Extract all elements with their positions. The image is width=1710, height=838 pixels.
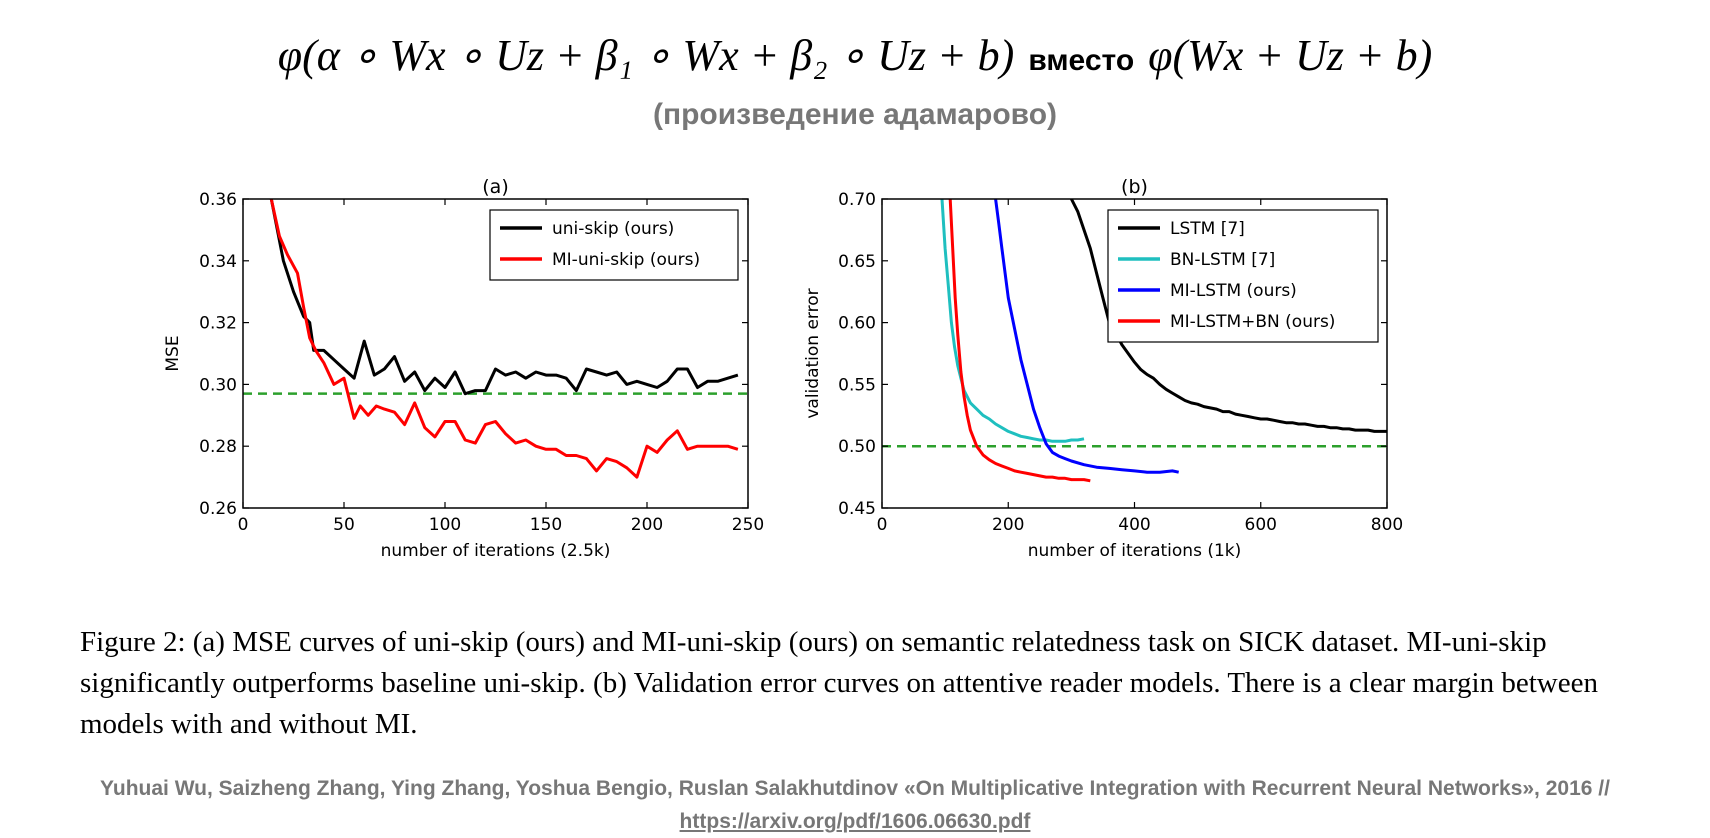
legend: LSTM [7] BN-LSTM [7] MI-LSTM (ours) MI-LSTM… (1107, 209, 1379, 343)
legend-label-2: BN-LSTM [7] (1170, 250, 1275, 270)
formula-left: φ(α ∘ Wx ∘ Uz + β₁ ∘ Wx + β₂ ∘ Uz + b) (277, 31, 1015, 80)
series-line-2 (269, 199, 739, 479)
series-line-2 (940, 199, 1085, 443)
citation: Yuhuai Wu, Saizheng Zhang, Ying Zhang, Y… (0, 772, 1710, 838)
y-tick-label: 0.45 (838, 499, 876, 519)
legend-label-4: MI-LSTM+BN (ours) (1170, 312, 1335, 332)
x-tick-label: 100 (429, 515, 461, 535)
formula-right: φ(Wx + Uz + b) (1148, 31, 1433, 80)
series-line-1 (269, 199, 739, 396)
citation-text: Yuhuai Wu, Saizheng Zhang, Ying Zhang, Y… (100, 777, 1610, 800)
figure-charts: (a) 0 50 100 150 200 250 0.26 0.28 0.30 0.32 0.34 0.… (163, 176, 1403, 561)
y-tick-label: 0.50 (838, 437, 876, 457)
plot-frame (242, 198, 749, 509)
legend-box (489, 209, 739, 281)
y-tick-label: 0.55 (838, 375, 876, 395)
chart-b: (b) 0 200 400 600 800 0.45 0.50 0.55 0.60 0.65 0.70… (803, 176, 1403, 561)
y-tick-label: 0.26 (199, 499, 237, 519)
x-axis-label: number of iterations (1k) (1028, 541, 1242, 561)
y-tick-label: 0.30 (199, 375, 237, 395)
series-line-4 (948, 199, 1091, 483)
x-tick-label: 0 (877, 515, 888, 535)
legend-label-3: MI-LSTM (ours) (1170, 281, 1297, 301)
formula: φ(α ∘ Wx ∘ Uz + β₁ ∘ Wx + β₂ ∘ Uz + b) вм… (0, 30, 1710, 81)
x-tick-label: 200 (992, 515, 1024, 535)
series-line-3 (994, 199, 1180, 474)
legend-label-1: LSTM [7] (1170, 219, 1245, 239)
y-tick-label: 0.28 (199, 437, 237, 457)
formula-word: вместо (1028, 44, 1135, 77)
x-tick-label: 250 (732, 515, 764, 535)
x-axis-label: number of iterations (2.5k) (381, 541, 611, 561)
chart-a: (a) 0 50 100 150 200 250 0.26 0.28 0.30 0.32 0.34 0.… (163, 176, 764, 561)
x-tick-label: 150 (530, 515, 562, 535)
x-tick-label: 50 (333, 515, 355, 535)
x-tick-label: 200 (631, 515, 663, 535)
y-tick-label: 0.65 (838, 252, 876, 272)
citation-link[interactable]: https://arxiv.org/pdf/1606.06630.pdf (679, 810, 1031, 833)
y-tick-label: 0.32 (199, 314, 237, 334)
legend-label-1: uni-skip (ours) (552, 219, 674, 239)
series-line-1 (1070, 199, 1387, 433)
y-axis-label: MSE (163, 335, 183, 371)
x-tick-label: 800 (1371, 515, 1403, 535)
chart-title: (b) (1121, 176, 1148, 198)
chart-title: (a) (482, 176, 508, 198)
y-tick-label: 0.70 (838, 190, 876, 210)
subtitle: (произведение адамарово) (652, 98, 1058, 131)
legend-label-2: MI-uni-skip (ours) (552, 250, 700, 270)
figure-caption: Figure 2: (a) MSE curves of uni-skip (ou… (80, 626, 1598, 740)
x-tick-label: 600 (1245, 515, 1277, 535)
series-group (269, 199, 739, 479)
y-tick-label: 0.34 (199, 252, 237, 272)
x-tick-label: 400 (1118, 515, 1150, 535)
y-axis-label: validation error (803, 288, 823, 418)
x-tick-label: 0 (238, 515, 249, 535)
y-tick-label: 0.36 (199, 190, 237, 210)
legend: uni-skip (ours) MI-uni-skip (ours) (489, 209, 739, 281)
y-tick-label: 0.60 (838, 314, 876, 334)
series-group (940, 199, 1387, 483)
